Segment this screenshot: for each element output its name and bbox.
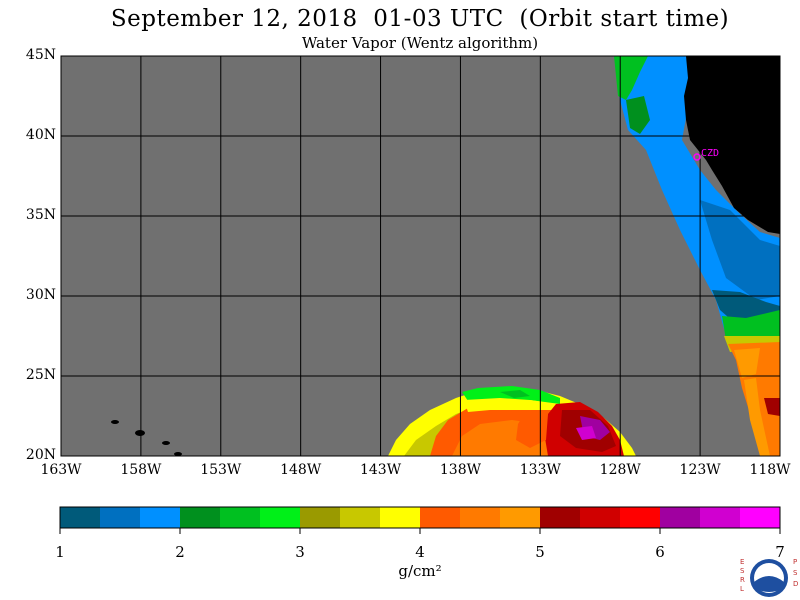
latitude-label: 45N (25, 47, 56, 63)
vapor-region (614, 56, 648, 100)
longitude-label: 153W (200, 462, 242, 478)
longitude-label: 163W (40, 462, 82, 478)
station-label: CZD (701, 148, 719, 159)
colorbar-unit-label: g/cm² (398, 562, 442, 580)
colorbar-tick-label: 4 (415, 543, 425, 561)
colorbar-swatch (60, 507, 101, 528)
latitude-label: 40N (25, 127, 56, 143)
latitude-label: 35N (25, 207, 56, 223)
colorbar-tick-label: 1 (55, 543, 65, 561)
colorbar-swatch (580, 507, 621, 528)
north-america-land (684, 56, 780, 234)
colorbar (59, 506, 781, 534)
island (174, 452, 182, 456)
longitude-label: 128W (599, 462, 641, 478)
colorbar-swatch (460, 507, 501, 528)
noaa-logo-wave (754, 576, 784, 592)
colorbar-swatch (300, 507, 341, 528)
colorbar-swatch (260, 507, 301, 528)
colorbar-swatch (180, 507, 221, 528)
colorbar-swatch (380, 507, 421, 528)
island (135, 430, 145, 436)
colorbar-tick-label: 7 (775, 543, 785, 561)
station-marker: CZD (693, 148, 719, 161)
longitude-label: 133W (519, 462, 561, 478)
vapor-region (576, 426, 596, 440)
colorbar-swatch (500, 507, 541, 528)
latitude-label: 20N (25, 447, 56, 463)
station-dot (693, 153, 701, 161)
colorbar-swatch (660, 507, 701, 528)
colorbar-swatch (540, 507, 581, 528)
longitude-label: 143W (359, 462, 402, 478)
vapor-region (734, 348, 760, 378)
longitude-label: 158W (120, 462, 162, 478)
island (111, 420, 119, 424)
colorbar-swatch (740, 507, 781, 528)
map-border (60, 55, 781, 457)
latitude-label: 30N (25, 287, 56, 303)
vapor-region (722, 310, 780, 344)
vapor-region (700, 200, 780, 300)
island (162, 441, 170, 445)
colorbar-swatch (700, 507, 741, 528)
vapor-region (464, 398, 556, 412)
colorbar-swatch (420, 507, 461, 528)
longitude-label: 148W (280, 462, 322, 478)
colorbar-tick-label: 2 (175, 543, 185, 561)
land-mass (111, 56, 780, 456)
water-vapor-field (388, 56, 780, 456)
colorbar-swatch (340, 507, 381, 528)
vapor-region (626, 96, 650, 134)
colorbar-swatch (220, 507, 261, 528)
map-subtitle: Water Vapor (Wentz algorithm) (301, 34, 539, 52)
colorbar-swatch (140, 507, 181, 528)
colorbar-tick-label: 5 (535, 543, 545, 561)
colorbar-swatch (100, 507, 141, 528)
vapor-region (500, 390, 530, 398)
vapor-region (744, 378, 770, 456)
latitude-label: 25N (25, 367, 56, 383)
longitude-label: 123W (679, 462, 721, 478)
longitude-label: 118W (749, 462, 791, 478)
map-grid (61, 56, 780, 456)
colorbar-swatch (620, 507, 661, 528)
colorbar-tick-label: 3 (295, 543, 305, 561)
vapor-region (764, 398, 780, 416)
map-title: September 12, 2018 01-03 UTC (Orbit star… (110, 6, 730, 32)
colorbar-tick-label: 6 (655, 543, 665, 561)
longitude-label: 138W (439, 462, 481, 478)
